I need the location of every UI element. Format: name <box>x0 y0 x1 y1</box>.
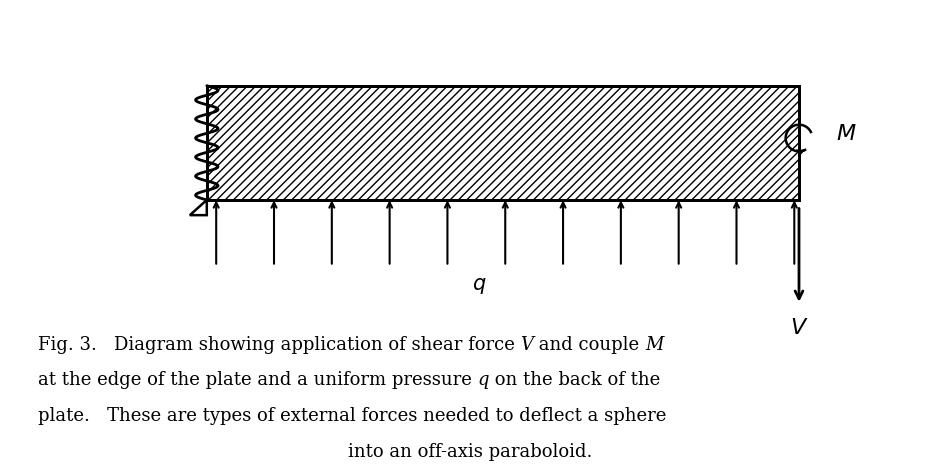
Text: on the back of the: on the back of the <box>489 371 660 389</box>
Text: Diagram showing application of shear force: Diagram showing application of shear for… <box>114 336 521 354</box>
Text: M: M <box>645 336 664 354</box>
Text: $q$: $q$ <box>472 276 487 296</box>
Text: $V$: $V$ <box>790 317 808 338</box>
Text: and couple: and couple <box>533 336 645 354</box>
Text: plate.   These are types of external forces needed to deflect a sphere: plate. These are types of external force… <box>38 407 666 425</box>
Bar <box>207 86 799 200</box>
Text: into an off-axis paraboloid.: into an off-axis paraboloid. <box>348 443 592 461</box>
Text: at the edge of the plate and a uniform pressure: at the edge of the plate and a uniform p… <box>38 371 478 389</box>
Text: q: q <box>478 371 489 389</box>
Text: $M$: $M$ <box>836 123 856 145</box>
Bar <box>207 86 799 200</box>
Text: Fig. 3.: Fig. 3. <box>38 336 114 354</box>
Text: V: V <box>521 336 533 354</box>
